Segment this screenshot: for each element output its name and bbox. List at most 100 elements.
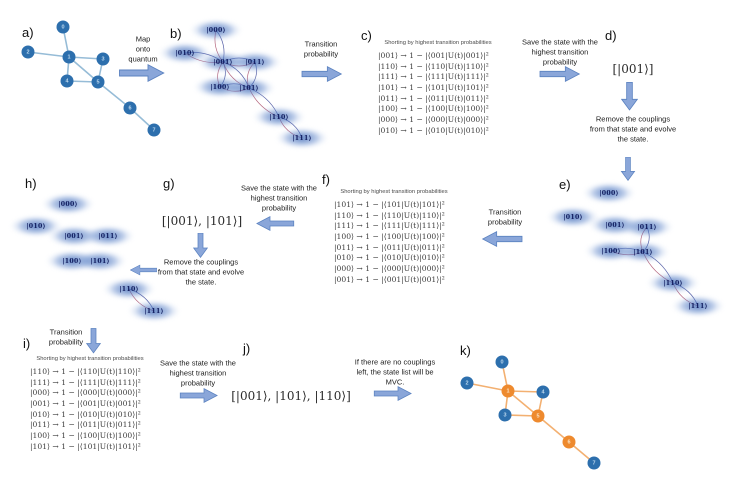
node-label: 5 [536,413,540,419]
quantum-state-blob: |011⟩ [85,229,131,243]
state-label: |001⟩ [605,221,625,229]
quantum-state-blob: |001⟩ [51,229,97,243]
node-label: 6 [128,105,132,111]
quantum-state-blob: |111⟩ [131,304,177,318]
quantum-state-blob: |110⟩ [650,276,696,290]
state-label: |110⟩ [663,279,683,287]
state-label: |011⟩ [98,232,118,240]
transition-probability-row: |010⟩ → 1 − |⟨010|U(t)|010⟩|² [30,409,141,419]
quantum-state-blob: |100⟩ [588,244,634,258]
transition-probability-row: |110⟩ → 1 − |⟨110|U(t)|110⟩|² [378,61,489,71]
arrow-label-remove-couplings: Remove the couplings from that state and… [589,114,677,143]
graph-node: 7 [147,123,161,137]
quantum-state-blob: |000⟩ [45,197,91,211]
quantum-state-blob: |101⟩ [620,245,666,259]
panel-label-k: k) [460,343,471,358]
graph-node: 0 [495,355,509,369]
panel-label-g: g) [163,176,175,191]
graph-node: 7 [587,456,601,470]
arrow-label-save-state: Save the state with the highest transiti… [160,358,236,387]
transition-probability-row: |110⟩ → 1 − |⟨110|U(t)|110⟩|² [334,210,445,220]
quantum-state-blob: |010⟩ [162,46,208,60]
quantum-state-blob: |011⟩ [624,220,670,234]
node-label: 4 [65,78,69,84]
transition-probability-row: |100⟩ → 1 − |⟨100|U(t)|100⟩|² [30,431,141,441]
transition-probability-row: |101⟩ → 1 − |⟨101|U(t)|101⟩|² [334,200,445,209]
arrow-to-e-down [620,157,636,181]
arrow-label-transition-probability: Transition probability [487,207,523,226]
state-label: |111⟩ [688,302,708,310]
graph-node: 3 [498,408,512,422]
node-label: 1 [506,388,510,394]
arrow-c-to-d [539,66,581,82]
panel-label-i: i) [23,336,31,351]
transition-probability-row: |000⟩ → 1 − |⟨000|U(t)|000⟩|² [30,388,141,398]
state-label: |100⟩ [210,83,230,91]
graph-node: 2 [21,45,35,59]
node-label: 2 [465,380,469,386]
node-label: 0 [61,24,65,30]
node-label: 3 [101,56,105,62]
state-label: |100⟩ [62,257,82,265]
transition-probability-row: |011⟩ → 1 − |⟨011|U(t)|011⟩|² [334,242,445,252]
arrow-label-save-state: Save the state with the highest transiti… [522,37,598,66]
graph-node-mvc: 6 [562,435,576,449]
graph-node-mvc: 1 [501,384,515,398]
panel-label-j: j) [243,341,251,356]
transition-probability-row: |010⟩ → 1 − |⟨010|U(t)|010⟩|² [378,125,489,135]
quantum-state-blob: |000⟩ [193,23,239,37]
arrow-e-to-f [481,231,523,247]
state-label: |101⟩ [633,248,653,256]
node-label: 7 [152,127,156,133]
graph-node-mvc: 5 [531,409,545,423]
state-label: |111⟩ [292,134,312,142]
quantum-state-blob: |000⟩ [586,186,632,200]
graph-node: 2 [460,376,474,390]
node-label: 3 [503,412,507,418]
quantum-state-blob: |101⟩ [77,254,123,268]
saved-states-d: [|001⟩] [612,62,654,76]
graph-node: 6 [123,101,137,115]
quantum-state-blob: |111⟩ [279,131,325,145]
transition-probability-row: |000⟩ → 1 − |⟨000|U(t)|000⟩|² [334,264,445,274]
sorting-header: Shorting by highest transition probabili… [340,189,448,195]
transition-probability-row: |011⟩ → 1 − |⟨011|U(t)|011⟩|² [378,93,489,103]
arrow-label-transition-probability: Transition probability [48,327,84,346]
panel-label-f: f) [322,172,330,187]
arrow-label-no-couplings-mvc: If there are no couplings left, the stat… [354,357,436,386]
state-label: |010⟩ [175,49,195,57]
state-label: |101⟩ [90,257,110,265]
quantum-state-blob: |110⟩ [256,110,302,124]
transition-probability-row: |111⟩ → 1 − |⟨111|U(t)|111⟩|² [378,72,489,82]
panel-label-a: a) [22,25,34,40]
state-label: |110⟩ [269,113,289,121]
graph-node: 4 [536,385,550,399]
graph-k-edges [466,361,595,464]
transition-probability-row: |100⟩ → 1 − |⟨100|U(t)|100⟩|² [334,232,445,242]
transition-probability-row: |101⟩ → 1 − |⟨101|U(t)|101⟩|² [30,441,141,451]
panel-label-e: e) [559,177,571,192]
state-label: |011⟩ [637,223,657,231]
state-label: |000⟩ [58,200,78,208]
quantum-state-blob: |001⟩ [200,55,246,69]
state-label: |100⟩ [601,247,621,255]
arrow-i-to-j [179,388,218,403]
panel-label-b: b) [170,26,182,41]
saved-states-j: [|001⟩, |101⟩, |110⟩] [231,389,351,403]
quantum-state-blob: |011⟩ [232,55,278,69]
node-label: 7 [592,460,596,466]
arrow-j-to-k [373,386,412,401]
couplings-e [610,226,699,307]
transition-probability-row: |001⟩ → 1 − |⟨001|U(t)|001⟩|² [378,51,489,60]
transition-list-i: Shorting by highest transition probabili… [30,356,150,453]
quantum-state-blob: |001⟩ [592,218,638,232]
node-label: 1 [67,54,71,60]
node-label: 5 [96,79,100,85]
arrow-d-down [621,82,638,111]
transition-probability-row: |100⟩ → 1 − |⟨100|U(t)|100⟩|² [378,104,489,114]
state-label: |000⟩ [599,189,619,197]
panel-label-h: h) [25,176,37,191]
quantum-state-blob: |111⟩ [675,299,721,313]
panel-label-d: d) [605,28,617,43]
arrow-label-remove-couplings: Remove the couplings from that state and… [157,257,245,286]
